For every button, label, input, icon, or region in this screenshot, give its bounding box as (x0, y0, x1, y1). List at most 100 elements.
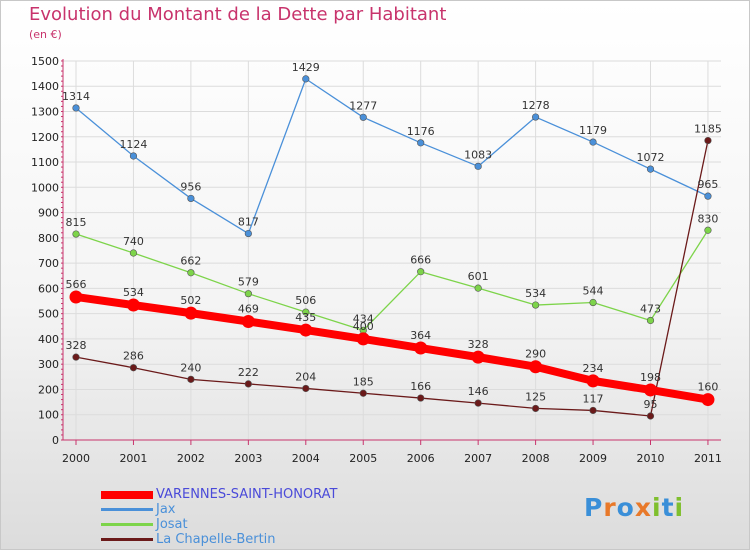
data-point-3 (704, 136, 712, 145)
data-label-3: 328 (66, 339, 87, 352)
data-label-1: 1278 (522, 99, 550, 112)
x-tick-label: 2005 (349, 452, 377, 465)
data-label-2: 830 (697, 212, 718, 225)
data-point-2 (646, 316, 655, 325)
data-point-0 (471, 350, 485, 364)
data-label-1: 1124 (119, 138, 147, 151)
y-tick-label: 400 (38, 333, 59, 346)
data-label-3: 117 (583, 392, 604, 405)
y-tick-label: 200 (38, 383, 59, 396)
data-point-0 (644, 383, 657, 397)
data-point-1 (646, 165, 655, 173)
legend-label: VARENNES-SAINT-HONORAT (156, 487, 338, 502)
data-point-3 (129, 364, 138, 372)
data-point-1 (589, 138, 597, 146)
data-point-2 (417, 268, 425, 276)
data-label-0: 435 (295, 311, 316, 324)
x-tick-label: 2003 (234, 452, 262, 465)
legend-swatch (101, 517, 153, 532)
x-tick-label: 2008 (522, 452, 550, 465)
logo-letter: x (634, 493, 652, 522)
data-label-0: 502 (180, 294, 201, 307)
x-tick-label: 2011 (694, 452, 722, 465)
logo-letter: r (603, 493, 617, 522)
y-tick-label: 0 (52, 434, 59, 447)
chart-title: Evolution du Montant de la Dette par Hab… (29, 4, 447, 25)
data-point-3 (646, 412, 655, 420)
data-label-1: 817 (238, 216, 259, 229)
x-tick-label: 2002 (177, 452, 205, 465)
data-point-1 (244, 229, 252, 238)
data-point-2 (72, 230, 80, 238)
data-point-1 (417, 139, 425, 147)
data-label-0: 566 (66, 278, 87, 291)
legend-label: Josat (156, 517, 188, 532)
data-point-2 (589, 298, 597, 307)
data-point-0 (414, 341, 428, 355)
data-point-1 (531, 113, 540, 121)
logo-letter: i (652, 493, 662, 522)
data-label-2: 815 (66, 216, 87, 229)
proxiti-logo: Proxiti (584, 493, 684, 522)
data-point-3 (417, 394, 425, 402)
grid-layer (63, 60, 721, 441)
data-label-3: 240 (180, 361, 201, 374)
logo-letter: i (674, 493, 685, 522)
x-tick-label: 2006 (407, 452, 435, 465)
x-tick-label: 2000 (62, 452, 90, 465)
y-tick-label: 500 (38, 308, 59, 321)
legend: VARENNES-SAINT-HONORAT Jax Josat La Chapell… (101, 487, 401, 547)
legend-label: La Chapelle-Bertin (156, 532, 276, 547)
data-label-2: 506 (295, 294, 316, 307)
data-label-2: 534 (525, 287, 546, 300)
x-tick-label: 2001 (119, 452, 147, 465)
data-label-3: 286 (123, 350, 144, 363)
axis-layer: 0 100 200 300 400 500 600 700 800 900 1000 1100 1200… (31, 55, 722, 465)
data-label-1: 1314 (62, 90, 90, 103)
data-label-0: 160 (697, 381, 718, 394)
y-tick-label: 1500 (31, 55, 59, 68)
data-label-2: 666 (410, 254, 431, 267)
data-label-0: 328 (468, 338, 489, 351)
series-line-0 (72, 292, 712, 404)
y-tick-label: 800 (38, 232, 59, 245)
data-point-0 (184, 306, 198, 320)
data-point-3 (359, 389, 367, 397)
data-label-2: 662 (180, 255, 201, 268)
y-tick-label: 100 (38, 409, 59, 422)
x-tick-label: 2009 (579, 452, 607, 465)
data-point-3 (474, 399, 482, 407)
y-tick-label: 900 (38, 207, 59, 220)
data-point-2 (704, 226, 712, 234)
data-label-0: 400 (353, 320, 374, 333)
legend-label: Jax (156, 502, 176, 517)
data-point-3 (589, 406, 597, 415)
logo-letter: t (661, 493, 675, 522)
data-point-3 (72, 353, 80, 361)
data-label-2: 579 (238, 276, 259, 289)
data-point-0 (701, 393, 715, 407)
data-point-3 (531, 404, 540, 413)
y-tick-label: 1000 (31, 181, 59, 194)
data-point-1 (704, 192, 712, 200)
data-label-0: 364 (410, 329, 431, 342)
legend-swatch (101, 532, 153, 547)
data-label-0: 234 (583, 362, 604, 375)
x-tick-label: 2007 (464, 452, 492, 465)
data-label-2: 740 (123, 235, 144, 248)
y-tick-label: 700 (38, 257, 59, 270)
data-label-2: 544 (583, 285, 604, 298)
chart-unit-label: (en €) (29, 28, 62, 41)
data-point-0 (299, 323, 313, 337)
data-point-3 (244, 380, 252, 388)
legend-item: Josat (101, 517, 401, 532)
x-tick-label: 2004 (292, 452, 320, 465)
data-point-3 (302, 384, 310, 393)
logo-letter: o (616, 493, 635, 522)
y-tick-label: 600 (38, 282, 59, 295)
data-point-2 (129, 249, 138, 257)
legend-swatch (101, 487, 153, 502)
data-point-0 (586, 374, 600, 388)
data-label-1: 1072 (637, 151, 665, 164)
